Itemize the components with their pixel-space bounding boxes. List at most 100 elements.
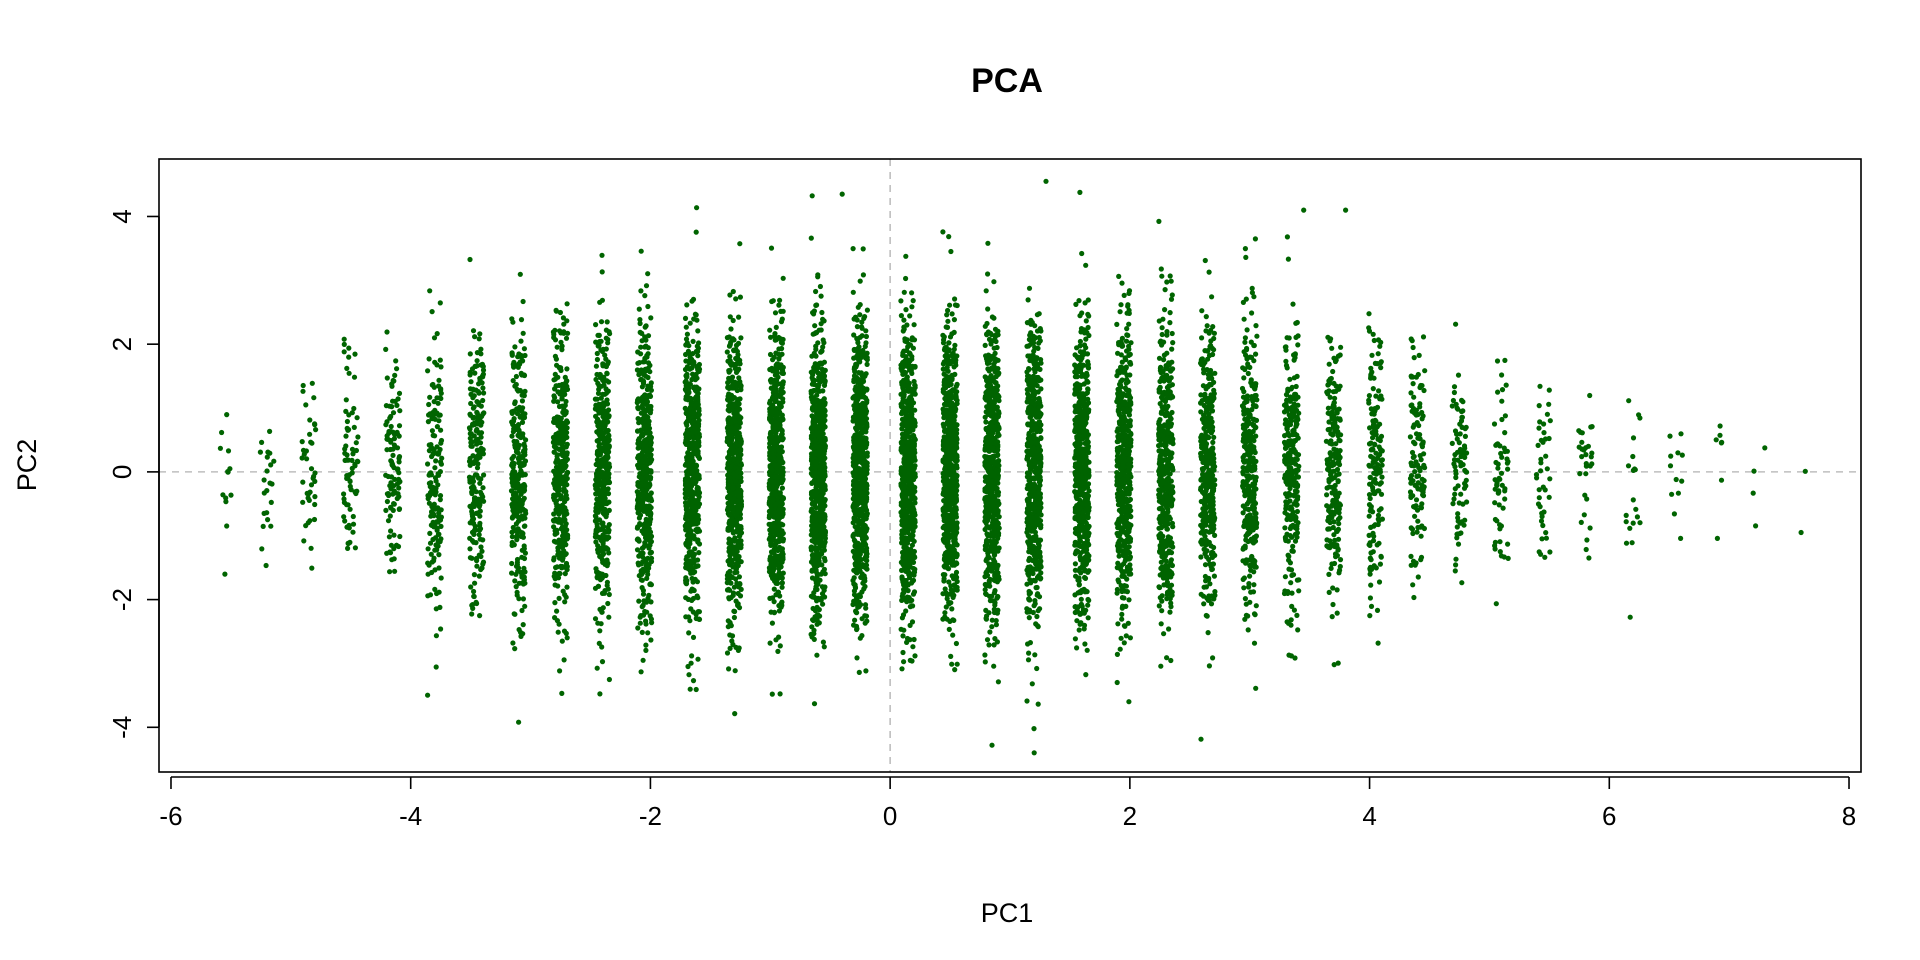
data-point bbox=[644, 402, 649, 407]
data-point bbox=[735, 527, 740, 532]
data-point bbox=[725, 650, 730, 655]
data-point bbox=[512, 646, 517, 651]
data-point bbox=[726, 574, 731, 579]
data-point bbox=[387, 416, 392, 421]
data-point bbox=[551, 332, 556, 337]
data-point bbox=[438, 358, 443, 363]
data-point bbox=[812, 501, 817, 506]
data-point bbox=[554, 357, 559, 362]
data-point bbox=[646, 484, 651, 489]
data-point bbox=[551, 524, 556, 529]
data-point bbox=[313, 427, 318, 432]
data-point bbox=[518, 434, 523, 439]
data-point bbox=[823, 540, 828, 545]
data-point bbox=[812, 534, 817, 539]
data-point bbox=[695, 367, 700, 372]
data-point bbox=[558, 368, 563, 373]
data-point bbox=[397, 534, 402, 539]
data-point bbox=[553, 460, 558, 465]
data-point bbox=[343, 434, 348, 439]
data-point bbox=[813, 289, 818, 294]
data-point bbox=[817, 389, 822, 394]
data-point bbox=[391, 378, 396, 383]
data-point bbox=[474, 601, 479, 606]
data-point bbox=[559, 507, 564, 512]
data-point bbox=[818, 284, 823, 289]
data-point bbox=[307, 498, 312, 503]
data-point bbox=[259, 546, 264, 551]
data-point bbox=[477, 613, 482, 618]
data-point bbox=[594, 534, 599, 539]
data-point bbox=[770, 395, 775, 400]
data-point bbox=[383, 508, 388, 513]
data-point bbox=[515, 562, 520, 567]
data-point bbox=[350, 451, 355, 456]
data-point bbox=[600, 534, 605, 539]
data-point bbox=[389, 486, 394, 491]
data-point bbox=[385, 499, 390, 504]
data-point bbox=[341, 496, 346, 501]
data-point bbox=[735, 602, 740, 607]
data-point bbox=[520, 548, 525, 553]
data-point bbox=[434, 633, 439, 638]
data-point bbox=[553, 507, 558, 512]
data-point bbox=[779, 495, 784, 500]
data-point bbox=[563, 381, 568, 386]
data-point bbox=[598, 430, 603, 435]
data-point bbox=[429, 570, 434, 575]
data-point bbox=[348, 507, 353, 512]
data-point bbox=[553, 582, 558, 587]
point-column bbox=[593, 253, 613, 697]
data-point bbox=[820, 317, 825, 322]
data-point bbox=[737, 241, 742, 246]
data-point bbox=[641, 496, 646, 501]
data-point bbox=[389, 543, 394, 548]
data-point bbox=[638, 621, 643, 626]
data-point bbox=[811, 559, 816, 564]
data-point bbox=[726, 501, 731, 506]
data-point bbox=[352, 375, 357, 380]
data-point bbox=[564, 493, 569, 498]
data-point bbox=[391, 501, 396, 506]
data-point bbox=[593, 514, 598, 519]
data-point bbox=[478, 351, 483, 356]
data-point bbox=[312, 502, 317, 507]
data-point bbox=[595, 397, 600, 402]
data-point bbox=[727, 469, 732, 474]
data-point bbox=[776, 335, 781, 340]
data-point bbox=[344, 502, 349, 507]
data-point bbox=[552, 574, 557, 579]
data-point bbox=[780, 557, 785, 562]
data-points bbox=[218, 179, 1808, 756]
data-point bbox=[555, 345, 560, 350]
data-point bbox=[521, 482, 526, 487]
data-point bbox=[775, 649, 780, 654]
data-point bbox=[735, 437, 740, 442]
data-point bbox=[602, 588, 607, 593]
data-point bbox=[509, 434, 514, 439]
data-point bbox=[695, 349, 700, 354]
data-point bbox=[472, 499, 477, 504]
data-point bbox=[553, 337, 558, 342]
data-point bbox=[812, 323, 817, 328]
data-point bbox=[696, 454, 701, 459]
data-point bbox=[522, 389, 527, 394]
data-point bbox=[820, 367, 825, 372]
data-point bbox=[563, 552, 568, 557]
data-point bbox=[558, 431, 563, 436]
data-point bbox=[769, 549, 774, 554]
data-point bbox=[600, 298, 605, 303]
data-point bbox=[772, 587, 777, 592]
data-point bbox=[383, 347, 388, 352]
data-point bbox=[350, 470, 355, 475]
data-point bbox=[736, 375, 741, 380]
data-point bbox=[397, 408, 402, 413]
data-point bbox=[735, 368, 740, 373]
data-point bbox=[606, 359, 611, 364]
data-point bbox=[735, 406, 740, 411]
data-point bbox=[300, 389, 305, 394]
data-point bbox=[776, 346, 781, 351]
data-point bbox=[693, 426, 698, 431]
data-point bbox=[514, 584, 519, 589]
data-point bbox=[397, 434, 402, 439]
